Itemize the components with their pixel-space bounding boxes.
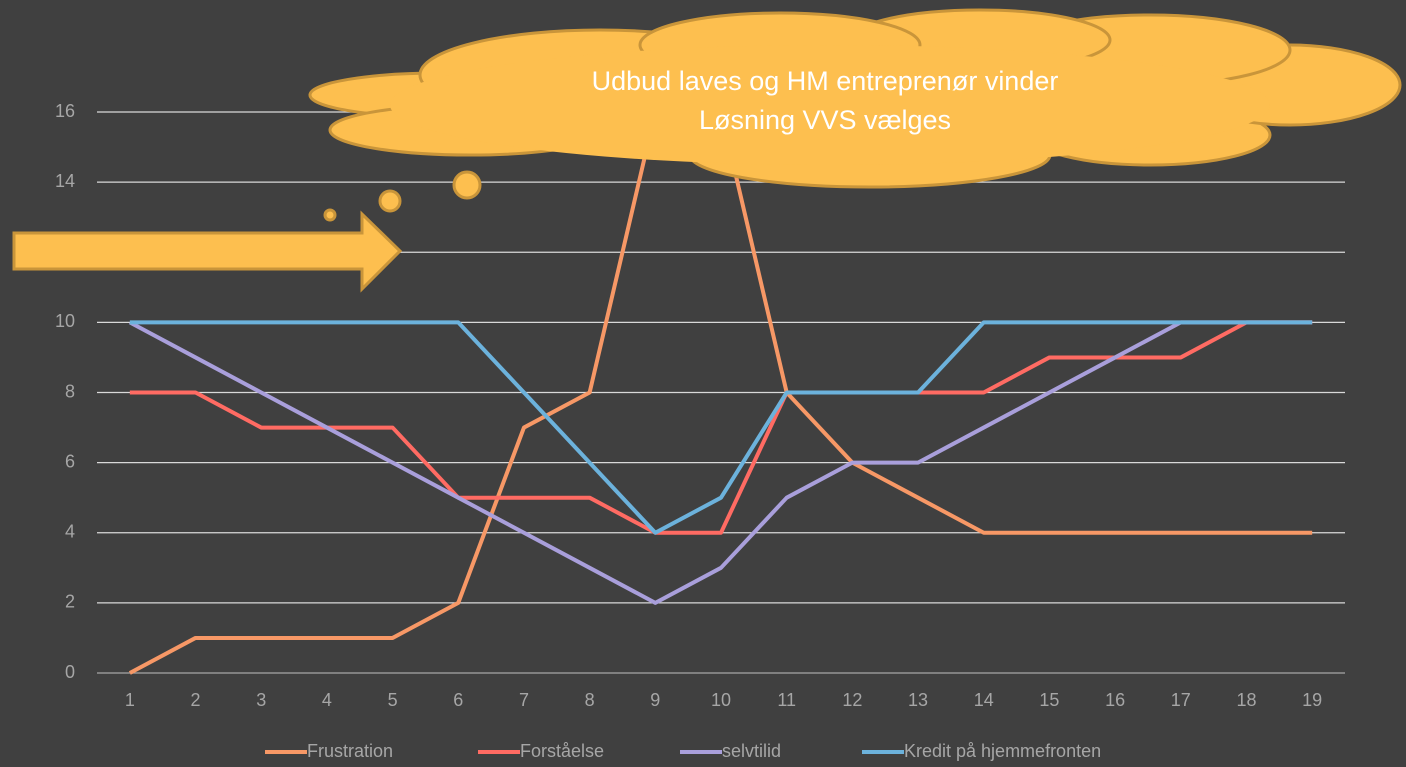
arrow	[12, 210, 403, 293]
cloud-bubble	[452, 170, 482, 200]
x-tick-label: 4	[322, 690, 332, 710]
y-tick-label: 10	[55, 311, 75, 331]
x-tick-label: 10	[711, 690, 731, 710]
x-tick-label: 19	[1302, 690, 1322, 710]
y-tick-label: 6	[65, 451, 75, 471]
x-tick-label: 8	[585, 690, 595, 710]
y-tick-label: 2	[65, 592, 75, 612]
legend-label: selvtilid	[722, 741, 781, 761]
legend-label: Kredit på hjemmefronten	[904, 741, 1101, 761]
series-line	[129, 320, 1313, 535]
y-tick-label: 14	[55, 171, 75, 191]
x-tick-label: 12	[842, 690, 862, 710]
x-tick-label: 14	[974, 690, 994, 710]
legend-label: Frustration	[307, 741, 393, 761]
x-tick-label: 9	[650, 690, 660, 710]
x-tick-label: 7	[519, 690, 529, 710]
x-tick-label: 1	[125, 690, 135, 710]
x-tick-label: 13	[908, 690, 928, 710]
y-tick-label: 16	[55, 101, 75, 121]
x-tick-label: 18	[1236, 690, 1256, 710]
x-tick-label: 3	[256, 690, 266, 710]
cloud-text: Løsning VVS vælges	[699, 105, 951, 135]
cloud-bubble	[323, 208, 337, 222]
x-tick-label: 15	[1039, 690, 1059, 710]
y-tick-label: 8	[65, 381, 75, 401]
x-tick-label: 16	[1105, 690, 1125, 710]
y-tick-label: 4	[65, 522, 75, 542]
y-tick-label: 0	[65, 662, 75, 682]
legend: Frustration Forståelse selvtilid Kredit på …	[265, 741, 1101, 761]
cloud-bubble	[378, 189, 402, 213]
x-tick-label: 6	[453, 690, 463, 710]
legend-label: Forståelse	[520, 741, 604, 761]
cloud-text: Udbud laves og HM entreprenør vinder	[592, 66, 1059, 96]
series-line	[128, 320, 1313, 605]
x-tick-label: 11	[777, 690, 796, 710]
x-tick-label: 17	[1171, 690, 1191, 710]
cloud-body	[390, 45, 1270, 165]
x-tick-label: 2	[191, 690, 201, 710]
x-tick-label: 5	[388, 690, 398, 710]
cloud-callout: Udbud laves og HM entreprenør vinder Løs…	[308, 8, 1402, 222]
